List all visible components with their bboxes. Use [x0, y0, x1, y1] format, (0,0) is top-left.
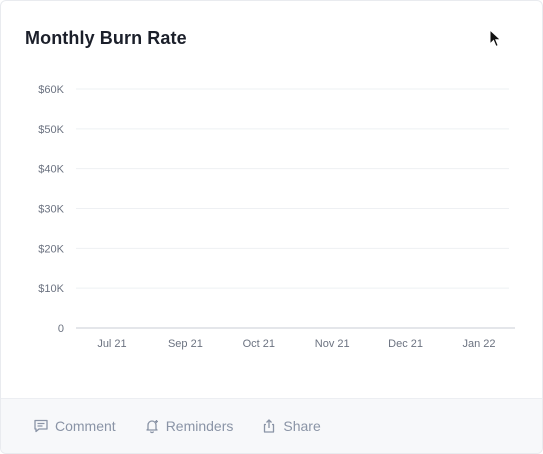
share-button[interactable]: Share: [261, 418, 321, 434]
x-tick-label: Sep 21: [168, 338, 203, 350]
y-tick-label: $30K: [38, 204, 64, 216]
burn-rate-chart: 0 $10K $20K $30K $40K $50K $60K Jul 21 Sep 21 Oct…: [38, 84, 515, 350]
mouse-cursor-icon: [489, 29, 502, 48]
card-footer: Comment Reminders Share: [1, 398, 542, 453]
reminders-button[interactable]: Reminders: [144, 418, 234, 434]
y-tick-label: $60K: [38, 84, 64, 96]
y-tick-label: $10K: [38, 283, 64, 295]
share-label: Share: [283, 418, 321, 434]
share-icon: [264, 419, 275, 433]
x-tick-label: Dec 21: [388, 338, 423, 350]
y-tick-label: 0: [58, 323, 64, 335]
x-tick-label: Jul 21: [97, 338, 126, 350]
reminders-label: Reminders: [165, 418, 234, 434]
bell-icon: [146, 420, 158, 434]
card-title: Monthly Burn Rate: [25, 28, 187, 48]
comment-icon: [34, 419, 48, 433]
x-tick-label: Jan 22: [462, 338, 495, 350]
y-tick-label: $20K: [38, 243, 64, 255]
comment-button[interactable]: Comment: [33, 418, 116, 434]
x-tick-label: Nov 21: [315, 338, 350, 350]
y-tick-label: $50K: [38, 124, 64, 136]
x-tick-label: Oct 21: [243, 338, 275, 350]
y-tick-label: $40K: [38, 164, 64, 176]
comment-label: Comment: [55, 418, 116, 434]
